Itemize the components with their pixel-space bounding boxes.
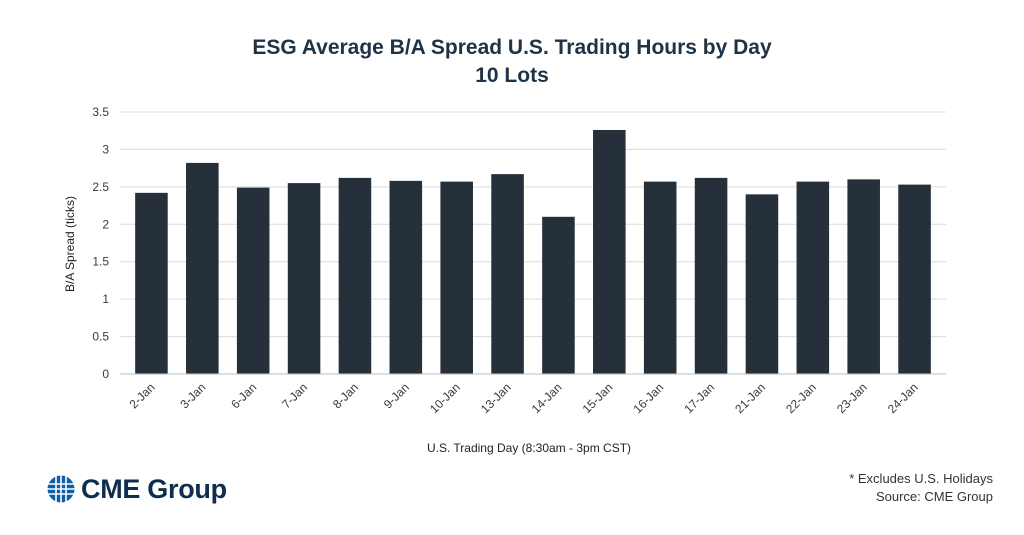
y-tick-label: 3 [102, 142, 109, 156]
x-axis-label: U.S. Trading Day (8:30am - 3pm CST) [427, 441, 631, 455]
y-tick-label: 1 [102, 292, 109, 306]
bar-13-jan [491, 174, 524, 374]
x-axis-ticks: 2-Jan 3-Jan 6-Jan 7-Jan 8-Jan 9-Jan 10-Jan 13-J… [126, 380, 920, 416]
x-tick-label: 17-Jan [681, 380, 717, 416]
bar-6-jan [236, 187, 270, 374]
y-tick-label: 0.5 [92, 330, 109, 344]
bar-10-jan [440, 181, 473, 374]
bars [135, 129, 931, 374]
cme-group-logo: CME Group [46, 472, 227, 506]
bar-2-jan [135, 192, 168, 374]
x-tick-label: 6-Jan [228, 380, 259, 411]
x-tick-label: 14-Jan [529, 380, 565, 416]
y-axis-label: B/A Spread (ticks) [63, 196, 77, 292]
x-tick-label: 3-Jan [177, 380, 208, 411]
x-tick-label: 15-Jan [580, 380, 616, 416]
bar-15-jan [593, 129, 626, 374]
bar-16-jan [643, 181, 677, 374]
y-tick-label: 3.5 [92, 105, 109, 119]
y-tick-label: 0 [102, 367, 109, 381]
bar-21-jan [745, 194, 779, 374]
x-tick-label: 10-Jan [427, 380, 463, 416]
x-tick-label: 8-Jan [330, 380, 361, 411]
footnote: * Excludes U.S. Holidays Source: CME Gro… [849, 470, 993, 506]
footnote-source: Source: CME Group [875, 489, 993, 504]
chart-subtitle: 10 Lots [475, 64, 549, 87]
x-tick-label: 7-Jan [279, 380, 310, 411]
bar-7-jan [287, 183, 321, 374]
bar-14-jan [542, 216, 575, 374]
chart-title: ESG Average B/A Spread U.S. Trading Hour… [0, 34, 1024, 90]
y-tick-label: 1.5 [92, 255, 109, 269]
x-tick-label: 24-Jan [885, 380, 921, 416]
y-tick-label: 2.5 [92, 180, 109, 194]
bar-22-jan [796, 181, 830, 374]
x-tick-label: 2-Jan [126, 380, 157, 411]
x-tick-label: 22-Jan [783, 380, 819, 416]
bar-24-jan [898, 184, 931, 374]
chart-title-main: ESG Average B/A Spread U.S. Trading Hour… [252, 36, 772, 59]
y-axis-ticks: 0 0.5 1 1.5 2 2.5 3 3.5 [92, 105, 109, 381]
logo-text: CME Group [81, 473, 227, 504]
x-tick-label: 23-Jan [834, 380, 870, 416]
x-tick-label: 9-Jan [381, 380, 412, 411]
bar-23-jan [847, 179, 880, 374]
bar-17-jan [694, 177, 728, 374]
bar-8-jan [338, 177, 372, 374]
x-tick-label: 13-Jan [478, 380, 514, 416]
globe-icon [47, 475, 75, 503]
bar-3-jan [186, 162, 219, 374]
x-tick-label: 21-Jan [732, 380, 768, 416]
x-tick-label: 16-Jan [630, 380, 666, 416]
y-tick-label: 2 [102, 217, 109, 231]
bar-9-jan [389, 180, 423, 374]
footnote-exclusion: * Excludes U.S. Holidays [849, 471, 993, 486]
